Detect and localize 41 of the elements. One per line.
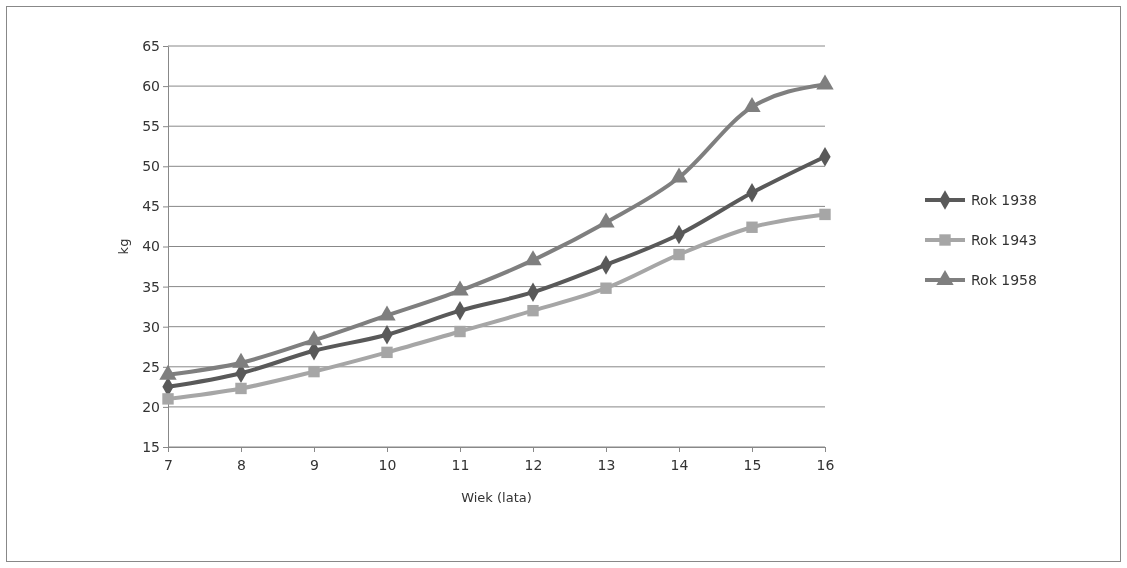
x-tick-label: 8 (237, 457, 246, 474)
point (454, 325, 466, 338)
y-tick-label: 25 (142, 358, 160, 375)
point (743, 96, 761, 112)
x-tick-label: 9 (310, 457, 319, 474)
y-tick-label: 55 (142, 118, 160, 135)
point (746, 221, 758, 233)
y-tick-label: 15 (142, 438, 160, 455)
point (381, 346, 393, 359)
point (670, 167, 688, 183)
point (308, 365, 320, 378)
y-tick-label: 40 (142, 238, 160, 255)
x-tick-label: 10 (378, 457, 397, 474)
legend-label: Rok 1958 (971, 271, 1037, 288)
y-tick-label: 35 (142, 278, 160, 295)
point (673, 248, 685, 261)
point (527, 304, 539, 317)
y-tick-label: 60 (142, 78, 160, 95)
y-tick-label: 45 (142, 198, 160, 215)
y-axis-title: kg (116, 238, 131, 255)
point (235, 382, 247, 395)
point (162, 393, 174, 405)
y-tick-label: 20 (142, 398, 160, 415)
x-tick-label: 16 (816, 457, 835, 474)
y-tick-label: 30 (142, 318, 160, 335)
y-tick-label: 50 (142, 158, 160, 175)
x-tick-label: 11 (451, 457, 470, 474)
x-tick-label: 13 (597, 457, 616, 474)
legend-label: Rok 1943 (971, 231, 1037, 248)
x-axis-title: Wiek (lata) (461, 490, 532, 505)
x-tick-label: 14 (670, 457, 689, 474)
x-tick-label: 15 (743, 457, 762, 474)
point (600, 282, 612, 294)
point (524, 250, 542, 266)
y-tick-label: 65 (142, 37, 160, 54)
legend-label: Rok 1938 (971, 191, 1037, 208)
x-tick-label: 7 (164, 457, 173, 474)
point (819, 208, 831, 221)
point (816, 74, 834, 90)
x-tick-label: 12 (524, 457, 543, 474)
point (597, 212, 615, 228)
